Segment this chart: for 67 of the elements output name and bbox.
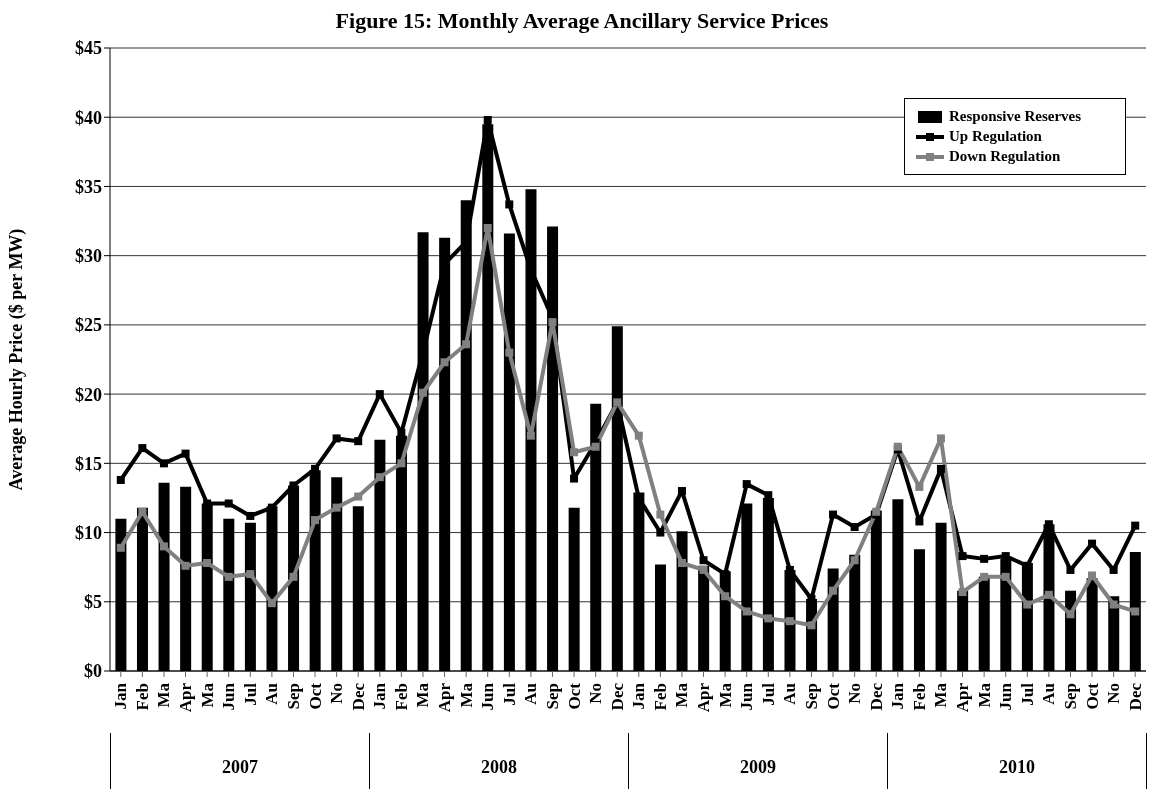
x-tick-label: Oct [1082, 682, 1102, 710]
x-tick-label: Feb [650, 683, 670, 711]
x-tick-label: Jun [478, 682, 498, 711]
x-tick-label: Oct [564, 682, 584, 710]
x-tick-label: Sep [542, 683, 562, 710]
x-tick-label: Apr [435, 682, 455, 713]
text: 2007 [111, 733, 370, 789]
x-tick-label: Ma [931, 682, 951, 708]
x-tick-label: No [586, 683, 606, 704]
y-tick-label: $30 [75, 246, 102, 267]
x-tick-label: Jan [111, 682, 131, 710]
legend-label: Down Regulation [949, 148, 1061, 165]
x-tick-label: Au [1039, 683, 1059, 705]
x-tick-label: Jul [499, 682, 519, 706]
x-tick-label: Ma [974, 682, 994, 708]
y-tick-label: $40 [75, 107, 102, 128]
x-tick-label: Jan [888, 682, 908, 710]
x-tick-label: Dec [1125, 682, 1145, 711]
text: 2009 [629, 733, 888, 789]
x-tick-label: Apr [953, 682, 973, 713]
x-tick-label: Sep [1060, 683, 1080, 710]
x-tick-label: Feb [132, 683, 152, 711]
x-tick-label: Ma [672, 682, 692, 708]
x-tick-label: No [845, 683, 865, 704]
text: 2008 [370, 733, 629, 789]
x-tick-label: Ma [456, 682, 476, 708]
y-axis-title: Average Hourly Price ($ per MW) [6, 228, 28, 491]
x-tick-label: Feb [391, 683, 411, 711]
x-tick-label: Ma [197, 682, 217, 708]
x-tick-label: Au [262, 683, 282, 705]
x-tick-label: Apr [176, 682, 196, 713]
x-tick-label: Ma [154, 682, 174, 708]
y-tick-label: $0 [84, 661, 102, 682]
x-tick-label: Jul [758, 682, 778, 706]
x-tick-label: Jun [737, 682, 757, 711]
x-tick-label: Dec [348, 682, 368, 711]
x-tick-label: Sep [801, 683, 821, 710]
y-tick-label: $10 [75, 522, 102, 543]
x-tick-label: No [327, 683, 347, 704]
legend-label: Responsive Reserves [949, 108, 1082, 125]
x-tick-label: Jan [629, 682, 649, 710]
x-tick-label: Jun [219, 682, 239, 711]
x-tick-label: No [1104, 683, 1124, 704]
x-tick-label: Feb [909, 683, 929, 711]
y-tick-label: $15 [75, 453, 102, 474]
y-tick-label: $5 [84, 592, 102, 613]
text: 2010 [888, 733, 1147, 789]
y-tick-label: $20 [75, 384, 102, 405]
x-tick-label: Sep [283, 683, 303, 710]
x-tick-label: Dec [607, 682, 627, 711]
y-tick-label: $45 [75, 38, 102, 59]
x-tick-label: Au [780, 683, 800, 705]
x-tick-label: Apr [694, 682, 714, 713]
x-tick-label: Ma [715, 682, 735, 708]
x-tick-label: Au [521, 683, 541, 705]
x-tick-label: Oct [823, 682, 843, 710]
x-tick-label: Oct [305, 682, 325, 710]
y-tick-label: $35 [75, 176, 102, 197]
y-tick-label: $25 [75, 315, 102, 336]
legend-label: Up Regulation [949, 128, 1042, 145]
x-tick-label: Dec [866, 682, 886, 711]
chart-title: Figure 15: Monthly Average Ancillary Service Prices [334, 8, 830, 34]
x-tick-label: Jul [240, 682, 260, 706]
x-tick-label: Jul [1017, 682, 1037, 706]
x-tick-label: Jan [370, 682, 390, 710]
x-tick-label: Jun [996, 682, 1016, 711]
x-tick-label: Ma [413, 682, 433, 708]
